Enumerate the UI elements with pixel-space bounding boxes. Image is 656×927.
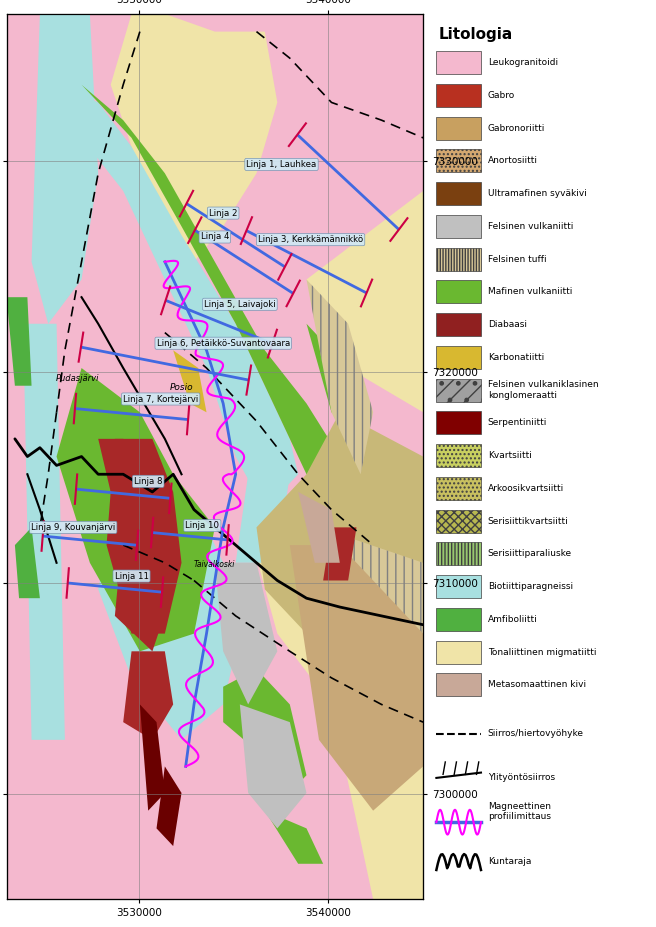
FancyBboxPatch shape	[436, 510, 481, 533]
Polygon shape	[306, 191, 423, 413]
Text: Serisiittikvartsiitti: Serisiittikvartsiitti	[487, 516, 568, 526]
Polygon shape	[306, 280, 373, 475]
Text: Arkoosikvartsiitti: Arkoosikvartsiitti	[487, 484, 564, 493]
Text: Linja 5, Laivajoki: Linja 5, Laivajoki	[204, 299, 276, 309]
Polygon shape	[306, 324, 365, 438]
Text: Serpentiniitti: Serpentiniitti	[487, 418, 547, 427]
FancyBboxPatch shape	[436, 641, 481, 664]
FancyBboxPatch shape	[436, 117, 481, 140]
Polygon shape	[15, 527, 40, 598]
Polygon shape	[290, 545, 423, 811]
Polygon shape	[31, 14, 98, 324]
Text: Amfiboliitti: Amfiboliitti	[487, 615, 537, 624]
Polygon shape	[298, 492, 340, 563]
FancyBboxPatch shape	[436, 476, 481, 500]
Polygon shape	[223, 669, 306, 793]
FancyBboxPatch shape	[436, 248, 481, 271]
Polygon shape	[123, 652, 173, 740]
Text: Kuntaraja: Kuntaraja	[487, 857, 531, 866]
Text: Posio: Posio	[170, 383, 194, 392]
Text: Diabaasi: Diabaasi	[487, 320, 527, 329]
Text: Linja 7, Kortejärvi: Linja 7, Kortejärvi	[123, 395, 198, 403]
Polygon shape	[106, 438, 182, 634]
Text: Siirros/hiertovyöhyke: Siirros/hiertovyöhyke	[487, 730, 584, 738]
Text: Pudasjärvi: Pudasjärvi	[56, 375, 99, 383]
Text: Linja 11: Linja 11	[115, 572, 148, 580]
Polygon shape	[240, 705, 306, 829]
FancyBboxPatch shape	[436, 412, 481, 435]
Polygon shape	[215, 563, 277, 705]
FancyBboxPatch shape	[436, 51, 481, 74]
Text: Felsinen vulkaniitti: Felsinen vulkaniitti	[487, 222, 573, 231]
FancyBboxPatch shape	[436, 280, 481, 303]
Polygon shape	[323, 527, 356, 580]
Text: Ylityöntösiirros: Ylityöntösiirros	[487, 773, 555, 782]
Polygon shape	[319, 527, 423, 652]
FancyBboxPatch shape	[436, 673, 481, 696]
Text: Linja 4: Linja 4	[201, 233, 229, 242]
Text: Magneettinen
profiilimittaus: Magneettinen profiilimittaus	[487, 802, 550, 821]
Polygon shape	[7, 298, 31, 386]
Polygon shape	[81, 84, 340, 501]
Polygon shape	[248, 527, 423, 899]
Text: Felsinen tuffi: Felsinen tuffi	[487, 255, 546, 263]
Text: Linja 3, Kerkkämännikkö: Linja 3, Kerkkämännikkö	[258, 235, 363, 244]
FancyBboxPatch shape	[436, 608, 481, 631]
Text: Tonaliittinen migmatiitti: Tonaliittinen migmatiitti	[487, 648, 596, 656]
Polygon shape	[56, 368, 215, 652]
Text: Linja 10: Linja 10	[186, 521, 219, 530]
FancyBboxPatch shape	[436, 346, 481, 369]
Text: Leukogranitoidi: Leukogranitoidi	[487, 58, 558, 67]
FancyBboxPatch shape	[436, 444, 481, 467]
FancyBboxPatch shape	[436, 149, 481, 172]
Text: Serisiittiparaliuske: Serisiittiparaliuske	[487, 550, 572, 558]
Text: Gabronoriitti: Gabronoriitti	[487, 123, 545, 133]
Text: Anortosiitti: Anortosiitti	[487, 157, 538, 165]
Polygon shape	[157, 767, 182, 846]
Text: Linja 8: Linja 8	[134, 476, 163, 486]
Polygon shape	[98, 438, 132, 492]
Polygon shape	[23, 324, 65, 740]
FancyBboxPatch shape	[436, 542, 481, 565]
Text: Linja 2: Linja 2	[209, 209, 237, 218]
FancyBboxPatch shape	[436, 83, 481, 107]
Text: Linja 9, Kouvanjärvi: Linja 9, Kouvanjärvi	[31, 523, 115, 532]
Text: Mafinen vulkaniitti: Mafinen vulkaniitti	[487, 287, 572, 297]
Text: Kvartsiitti: Kvartsiitti	[487, 451, 531, 460]
FancyBboxPatch shape	[436, 378, 481, 401]
Text: Metasomaattinen kivi: Metasomaattinen kivi	[487, 680, 586, 690]
Text: Litologia: Litologia	[439, 27, 513, 43]
Polygon shape	[111, 14, 277, 261]
Polygon shape	[49, 84, 298, 510]
Polygon shape	[173, 350, 207, 413]
FancyBboxPatch shape	[436, 313, 481, 337]
FancyBboxPatch shape	[436, 215, 481, 238]
Polygon shape	[236, 475, 290, 563]
Text: Felsinen vulkaniklasinen
konglomeraatti: Felsinen vulkaniklasinen konglomeraatti	[487, 380, 598, 400]
FancyBboxPatch shape	[436, 182, 481, 205]
Text: Karbonatiitti: Karbonatiitti	[487, 353, 544, 362]
Polygon shape	[115, 527, 173, 652]
Text: Taivalkoski: Taivalkoski	[194, 560, 236, 569]
Text: Linja 6, Petäikkö-Suvantovaara: Linja 6, Petäikkö-Suvantovaara	[157, 338, 290, 348]
Polygon shape	[256, 413, 423, 705]
Text: Biotiittiparagneissi: Biotiittiparagneissi	[487, 582, 573, 591]
Polygon shape	[140, 705, 165, 811]
FancyBboxPatch shape	[436, 575, 481, 598]
Polygon shape	[7, 14, 423, 899]
Text: Linja 1, Lauhkea: Linja 1, Lauhkea	[247, 159, 317, 169]
Text: Ultramafinen syväkivi: Ultramafinen syväkivi	[487, 189, 586, 198]
Polygon shape	[98, 527, 240, 740]
Text: Gabro: Gabro	[487, 91, 515, 100]
Polygon shape	[265, 811, 323, 864]
